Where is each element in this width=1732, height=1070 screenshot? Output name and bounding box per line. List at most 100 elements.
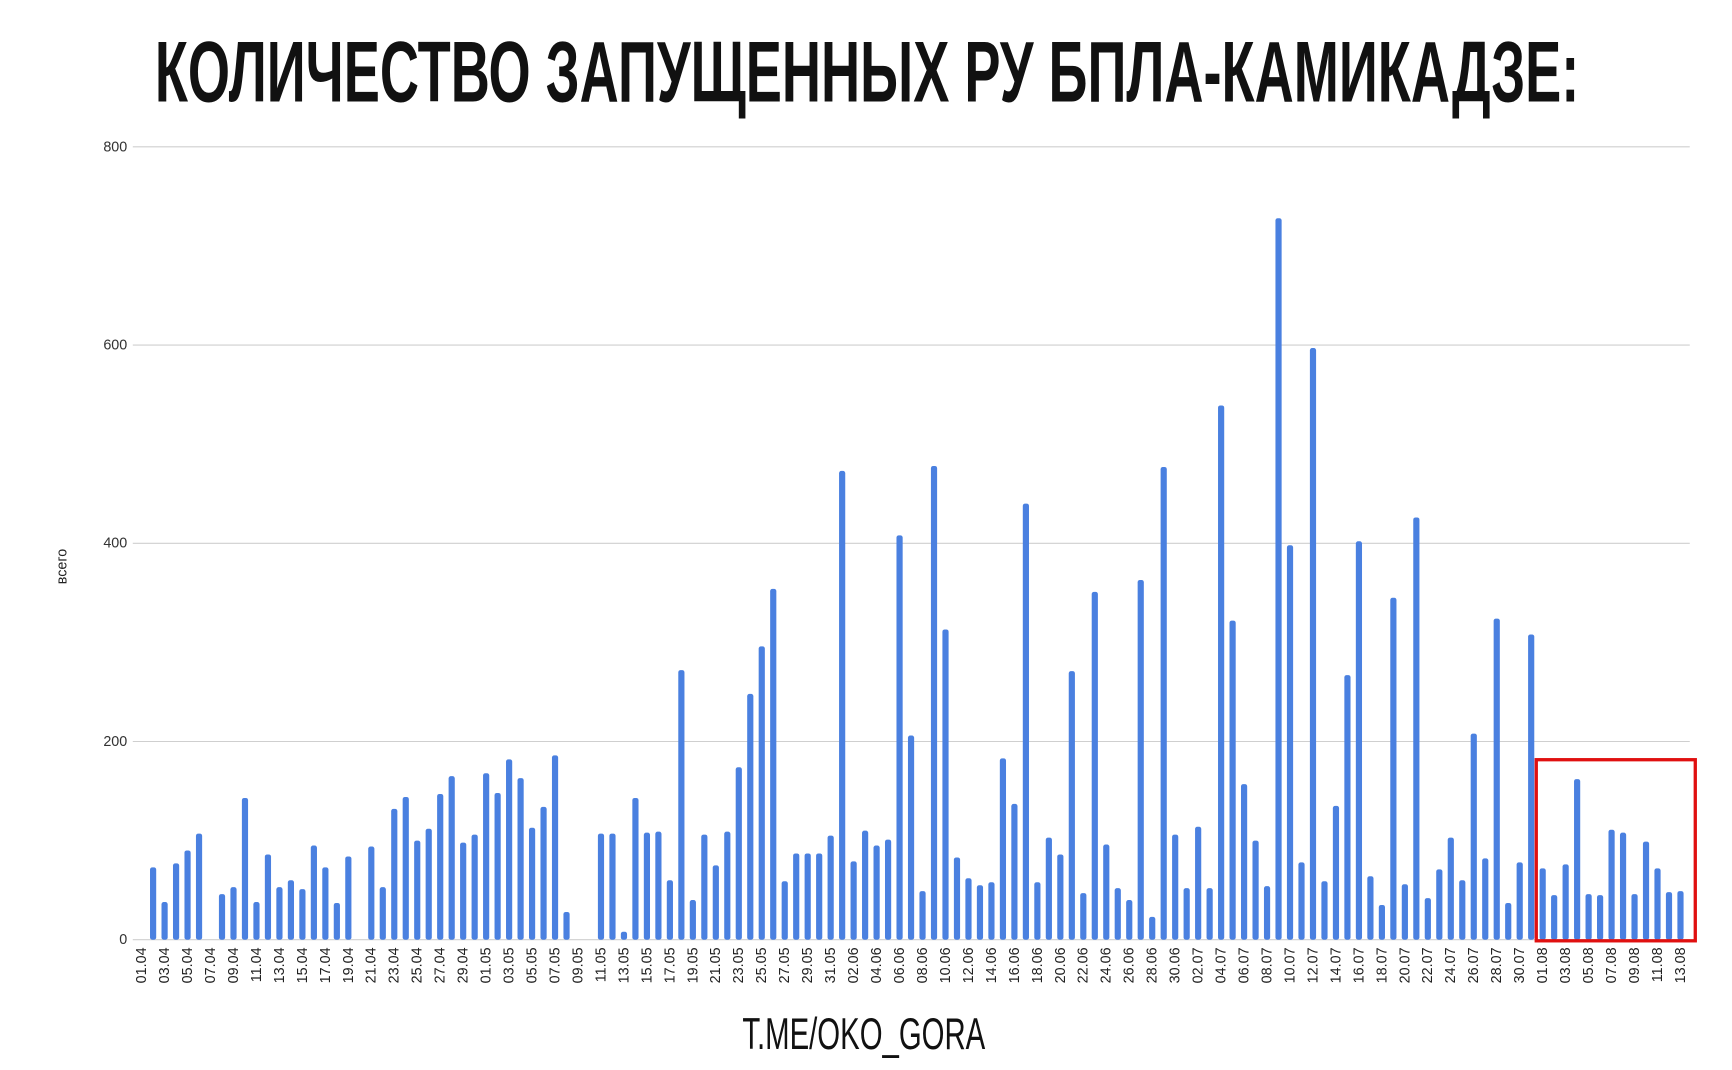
x-tick-label: 17.05 bbox=[662, 947, 678, 983]
x-tick-label: 07.08 bbox=[1604, 947, 1620, 983]
bar bbox=[195, 833, 203, 940]
bar bbox=[1447, 837, 1454, 940]
footer: T.ME/OKO_GORA bbox=[742, 1010, 985, 1059]
bar bbox=[655, 831, 662, 940]
bar bbox=[884, 839, 892, 940]
x-tick-label: 05.04 bbox=[180, 947, 196, 983]
bar bbox=[1574, 779, 1581, 940]
bar bbox=[483, 773, 490, 940]
bar bbox=[1126, 900, 1133, 940]
bar bbox=[264, 854, 272, 940]
x-tick-label: 03.05 bbox=[502, 947, 518, 983]
x-tick-label: 21.04 bbox=[364, 947, 380, 983]
bar bbox=[907, 735, 915, 940]
bar bbox=[1068, 671, 1075, 940]
bar bbox=[735, 767, 742, 940]
bar bbox=[161, 902, 168, 940]
bar bbox=[1516, 862, 1523, 940]
x-tick-label: 13.08 bbox=[1673, 947, 1689, 983]
plot: 0 200 400 600 800 01.04 03.04 05.04 07.04 09.04 11… bbox=[103, 139, 1690, 983]
bar bbox=[1149, 916, 1156, 940]
bar bbox=[747, 693, 754, 940]
x-tick-label: 26.06 bbox=[1122, 947, 1138, 983]
bar bbox=[460, 842, 467, 940]
bar bbox=[1424, 898, 1431, 940]
bar bbox=[1057, 854, 1064, 940]
x-tick-label: 08.07 bbox=[1259, 947, 1275, 983]
bar bbox=[253, 902, 260, 940]
bar bbox=[804, 853, 811, 940]
bar bbox=[184, 850, 191, 940]
bar bbox=[827, 835, 834, 940]
x-tick-label: 22.07 bbox=[1420, 947, 1436, 983]
bar bbox=[391, 808, 398, 940]
x-tick-label: 21.05 bbox=[708, 947, 724, 983]
x-tick-label: 04.07 bbox=[1214, 947, 1230, 983]
x-tick-label: 20.06 bbox=[1053, 947, 1069, 983]
x-tick-label: 08.06 bbox=[915, 947, 931, 983]
bar bbox=[1482, 858, 1489, 940]
bar bbox=[1413, 517, 1420, 940]
bar bbox=[379, 887, 386, 940]
bar bbox=[1677, 891, 1684, 940]
x-tick-label: 12.07 bbox=[1305, 947, 1321, 983]
bar bbox=[310, 845, 317, 940]
x-tick-label: 06.07 bbox=[1237, 947, 1253, 983]
x-tick-label: 05.08 bbox=[1581, 947, 1597, 983]
bar bbox=[1252, 840, 1259, 940]
bar bbox=[1436, 869, 1443, 940]
x-tick-label: 16.06 bbox=[1007, 947, 1023, 983]
bar bbox=[1562, 864, 1569, 940]
bar bbox=[770, 588, 777, 940]
bar bbox=[563, 911, 570, 940]
x-tick-label: 22.06 bbox=[1076, 947, 1092, 983]
bar bbox=[299, 889, 306, 940]
x-tick-label: 09.05 bbox=[570, 947, 586, 983]
x-tick-label: 23.05 bbox=[731, 947, 747, 983]
bar bbox=[1286, 545, 1294, 940]
x-tick-label: 15.04 bbox=[295, 947, 311, 983]
y-tick-label: 600 bbox=[103, 337, 127, 353]
bar bbox=[1218, 405, 1225, 940]
x-tick-label: 13.04 bbox=[272, 947, 288, 983]
bar bbox=[425, 828, 432, 940]
bar bbox=[1160, 466, 1167, 940]
x-tick-label: 29.04 bbox=[456, 947, 472, 983]
bar bbox=[528, 827, 536, 940]
bar bbox=[1137, 579, 1144, 940]
bar bbox=[1263, 886, 1271, 940]
x-tick-label: 15.05 bbox=[639, 947, 655, 983]
bar bbox=[919, 891, 926, 940]
y-axis-label: всего bbox=[55, 549, 71, 585]
x-tick-label: 30.07 bbox=[1512, 947, 1528, 983]
bar bbox=[333, 903, 340, 940]
bar bbox=[1631, 894, 1638, 940]
bar bbox=[1551, 895, 1558, 940]
x-tick-label: 04.06 bbox=[869, 947, 885, 983]
bar bbox=[988, 882, 995, 940]
bar bbox=[896, 535, 903, 940]
x-tick-label: 26.07 bbox=[1466, 947, 1482, 983]
bar bbox=[1470, 733, 1477, 940]
bar bbox=[620, 931, 628, 940]
bar bbox=[1459, 880, 1466, 940]
bar bbox=[965, 878, 972, 940]
bar bbox=[724, 831, 731, 940]
bar bbox=[1321, 881, 1328, 940]
x-tick-label: 17.04 bbox=[318, 947, 334, 983]
bar bbox=[1585, 894, 1592, 940]
bar bbox=[1390, 597, 1397, 940]
bar bbox=[540, 806, 547, 940]
x-tick-label: 27.05 bbox=[777, 947, 793, 983]
bar bbox=[816, 853, 823, 940]
bar bbox=[1022, 503, 1029, 940]
bar bbox=[241, 797, 249, 940]
bar bbox=[942, 629, 949, 940]
y-tick-label: 400 bbox=[103, 536, 127, 552]
bar bbox=[1355, 541, 1363, 940]
x-tick-label: 10.07 bbox=[1282, 947, 1298, 983]
bar bbox=[632, 797, 639, 940]
bar bbox=[701, 834, 708, 940]
